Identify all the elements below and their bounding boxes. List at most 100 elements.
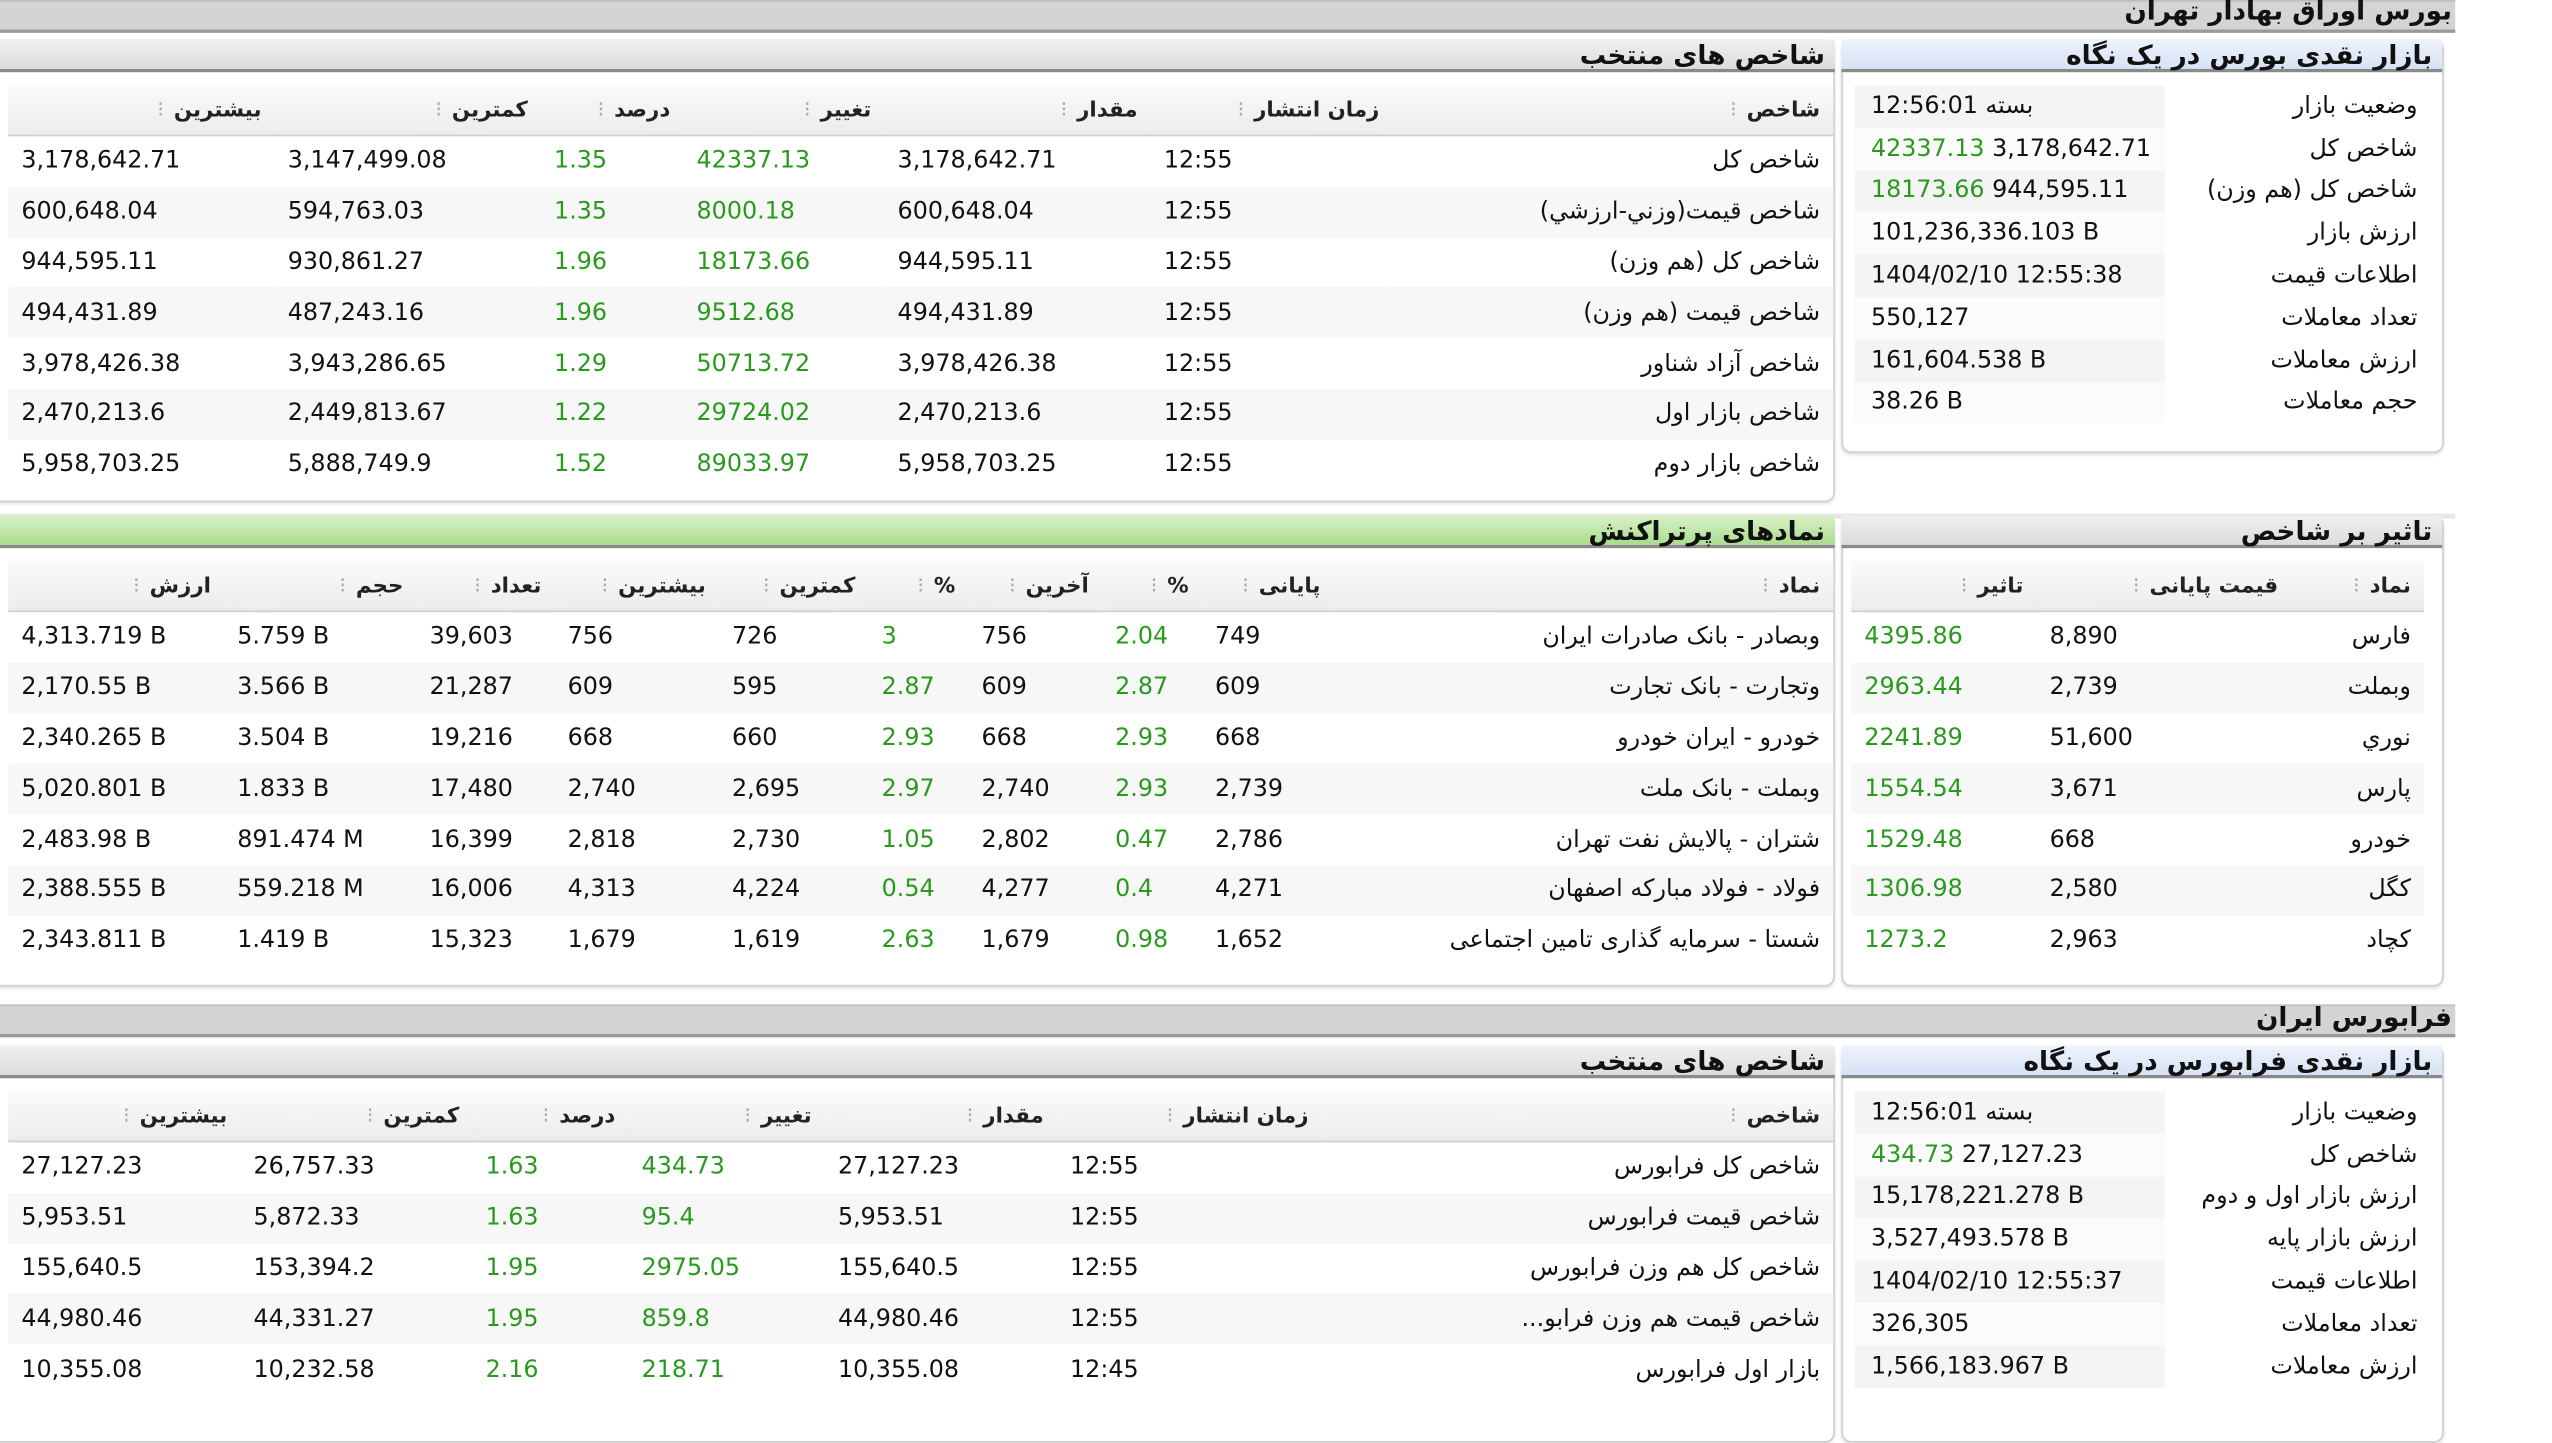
column-header[interactable]: کمترین ⁝ <box>274 85 541 137</box>
table-row[interactable]: خودرو - ایران خودرو 668 2.93 668 2.93 660 668 1… <box>8 713 1833 764</box>
table-row[interactable]: نوري 51,600 2241.89 <box>1851 713 2424 764</box>
column-header[interactable]: تعداد ⁝ <box>416 561 555 613</box>
column-sort-icon[interactable]: ⁝ <box>744 1103 752 1129</box>
summary-value: 1404/02/10 12:55:38 <box>1870 262 2123 289</box>
table-row[interactable]: فارس 8,890 4395.86 <box>1851 611 2424 662</box>
table-cell: شاخص کل <box>1712 148 1821 175</box>
table-row[interactable]: کگل 2,580 1306.98 <box>1851 864 2425 916</box>
column-header[interactable]: حجم ⁝ <box>224 561 417 613</box>
column-header[interactable]: پایانی ⁝ <box>1201 561 1334 613</box>
column-sort-icon[interactable]: ⁝ <box>1166 1103 1174 1129</box>
column-header[interactable]: بیشترین ⁝ <box>554 561 719 613</box>
column-header[interactable]: شاخص ⁝ <box>1321 1091 1834 1143</box>
table-row[interactable]: شاخص بازار اول 12:55 2,470,213.6 29724.02 1.… <box>8 388 1834 440</box>
column-sort-icon[interactable]: ⁝ <box>339 573 347 599</box>
column-header-label: کمترین <box>451 97 528 123</box>
column-sort-icon[interactable]: ⁝ <box>435 97 443 123</box>
table-cell: 153,394.2 <box>253 1255 375 1282</box>
active-title: نمادهای پرتراکنش <box>0 515 1835 549</box>
column-header[interactable]: زمان انتشار ⁝ <box>1150 85 1393 137</box>
table-row[interactable]: وتجارت - بانک تجارت 609 2.87 609 2.87 595 609 2… <box>8 662 1834 714</box>
table-row[interactable]: وبملت 2,739 2963.44 <box>1851 662 2425 714</box>
column-sort-icon[interactable]: ⁝ <box>1729 1103 1737 1129</box>
table-cell: 3,943,286.65 <box>287 350 447 377</box>
column-sort-icon[interactable]: ⁝ <box>474 573 481 599</box>
column-sort-icon[interactable]: ⁝ <box>1060 97 1068 123</box>
table-row[interactable]: شاخص قیمت(وزني-ارزشي) 12:55 600,648.04 8000… <box>8 186 1834 238</box>
column-header[interactable]: قیمت پایانی ⁝ <box>2036 561 2292 613</box>
column-header[interactable]: آخرین ⁝ <box>968 561 1102 613</box>
column-header-label: تغییر <box>760 1103 812 1129</box>
column-sort-icon[interactable]: ⁝ <box>157 97 164 123</box>
column-header[interactable]: بیشترین ⁝ <box>8 1091 241 1143</box>
summary-row: ارزش معاملات 161,604.538 B <box>1854 339 2424 382</box>
table-cell: 4,271 <box>1201 864 1334 916</box>
column-header[interactable]: درصد ⁝ <box>472 1091 629 1143</box>
column-header[interactable]: %⁝ <box>868 561 969 613</box>
column-header[interactable]: شاخص ⁝ <box>1392 85 1834 137</box>
column-sort-icon[interactable]: ⁝ <box>1729 97 1737 123</box>
column-sort-icon[interactable]: ⁝ <box>597 97 605 123</box>
column-header[interactable]: نماد ⁝ <box>1333 561 1834 613</box>
column-sort-icon[interactable]: ⁝ <box>122 1103 130 1129</box>
column-header[interactable]: نماد ⁝ <box>2291 561 2425 613</box>
table-row[interactable]: خودرو 668 1529.48 <box>1851 814 2424 865</box>
table-cell: 12:55 <box>1150 186 1393 238</box>
table-row[interactable]: شتران - پالایش نفت تهران 2,786 0.47 2,802 1.… <box>8 814 1833 865</box>
table-cell: 12:55 <box>1150 388 1393 440</box>
column-header[interactable]: درصد ⁝ <box>540 85 684 137</box>
table-cell: وبصادر - بانک صادرات ایران <box>1542 624 1821 651</box>
column-sort-icon[interactable]: ⁝ <box>1762 573 1769 599</box>
column-sort-icon[interactable]: ⁝ <box>542 1103 550 1129</box>
column-header[interactable]: کمترین ⁝ <box>240 1091 473 1143</box>
table-row[interactable]: شاخص آزاد شناور 12:55 3,978,426.38 50713.72… <box>8 338 1833 389</box>
table-row[interactable]: شاخص بازار دوم 12:55 5,958,703.25 89033.97 1… <box>8 439 1833 490</box>
column-sort-icon[interactable]: ⁝ <box>1242 573 1249 599</box>
column-sort-icon[interactable]: ⁝ <box>366 1103 374 1129</box>
column-header[interactable]: %⁝ <box>1101 561 1202 613</box>
table-cell: 2,388.555 B <box>8 864 225 916</box>
column-header[interactable]: مقدار ⁝ <box>824 1091 1057 1143</box>
column-header[interactable]: کمترین ⁝ <box>718 561 869 613</box>
column-sort-icon[interactable]: ⁝ <box>1960 573 1968 599</box>
table-cell: 1.96 <box>540 287 684 339</box>
table-row[interactable]: شاخص کل (هم وزن) 12:55 944,595.11 18173.66 1… <box>8 237 1833 288</box>
table-cell: 12:55 <box>1056 1293 1322 1345</box>
column-sort-icon[interactable]: ⁝ <box>2352 573 2360 599</box>
summary-label: ارزش معاملات <box>2270 347 2418 374</box>
table-row[interactable]: وبصادر - بانک صادرات ایران 749 2.04 756 3 726… <box>8 611 1833 662</box>
table-row[interactable]: شاخص کل فرابورس 12:55 27,127.23 434.73 1.63 2… <box>8 1141 1833 1192</box>
column-sort-icon[interactable]: ⁝ <box>762 573 770 599</box>
column-header-label: ارزش <box>149 573 211 599</box>
column-header[interactable]: بیشترین ⁝ <box>8 85 275 137</box>
column-sort-icon[interactable]: ⁝ <box>1009 573 1016 599</box>
table-cell: 8,890 <box>2049 624 2118 651</box>
table-row[interactable]: فولاد - فولاد مبارکه اصفهان 4,271 0.4 4,277… <box>8 864 1834 916</box>
column-header[interactable]: تغییر ⁝ <box>628 1091 825 1143</box>
column-sort-icon[interactable]: ⁝ <box>1237 97 1245 123</box>
table-row[interactable]: پارس 3,671 1554.54 <box>1851 763 2425 815</box>
column-header[interactable]: زمان انتشار ⁝ <box>1056 1091 1322 1143</box>
table-row[interactable]: شاخص کل 12:55 3,178,642.71 42337.13 1.35 3,14… <box>8 135 1833 186</box>
column-sort-icon[interactable]: ⁝ <box>1150 573 1158 599</box>
table-row[interactable]: شاخص کل هم وزن فرابورس 12:55 155,640.5 2975… <box>8 1243 1833 1294</box>
table-row[interactable]: کچاد 2,963 1273.2 <box>1851 915 2424 966</box>
column-sort-icon[interactable]: ⁝ <box>966 1103 974 1129</box>
table-row[interactable]: شستا - سرمایه گذاری تامین اجتماعی 1,652 0.… <box>8 915 1833 966</box>
table-cell: 1529.48 <box>1864 826 1963 853</box>
column-header[interactable]: مقدار ⁝ <box>884 85 1151 137</box>
column-sort-icon[interactable]: ⁝ <box>132 573 140 599</box>
column-header[interactable]: ارزش ⁝ <box>8 561 225 613</box>
column-sort-icon[interactable]: ⁝ <box>2132 573 2140 599</box>
column-sort-icon[interactable]: ⁝ <box>601 573 609 599</box>
column-header[interactable]: تاثیر ⁝ <box>1851 561 2037 613</box>
table-row[interactable]: بازار اول فرابورس 12:45 10,355.08 218.71 2.1… <box>8 1344 1833 1395</box>
table-row[interactable]: وبملت - بانک ملت 2,739 2.93 2,740 2.97 2,695 2… <box>8 763 1834 815</box>
table-row[interactable]: شاخص قیمت فرابورس 12:55 5,953.51 95.4 1.63 5,… <box>8 1192 1834 1244</box>
table-row[interactable]: شاخص قیمت (هم وزن) 12:55 494,431.89 9512.68… <box>8 287 1834 339</box>
table-row[interactable]: شاخص قیمت هم وزن فرابو... 12:55 44,980.46 8… <box>8 1293 1834 1345</box>
column-sort-icon[interactable]: ⁝ <box>917 573 924 599</box>
column-header[interactable]: تغییر ⁝ <box>683 85 885 137</box>
table-cell: 1.63 <box>472 1192 629 1244</box>
column-sort-icon[interactable]: ⁝ <box>803 97 811 123</box>
